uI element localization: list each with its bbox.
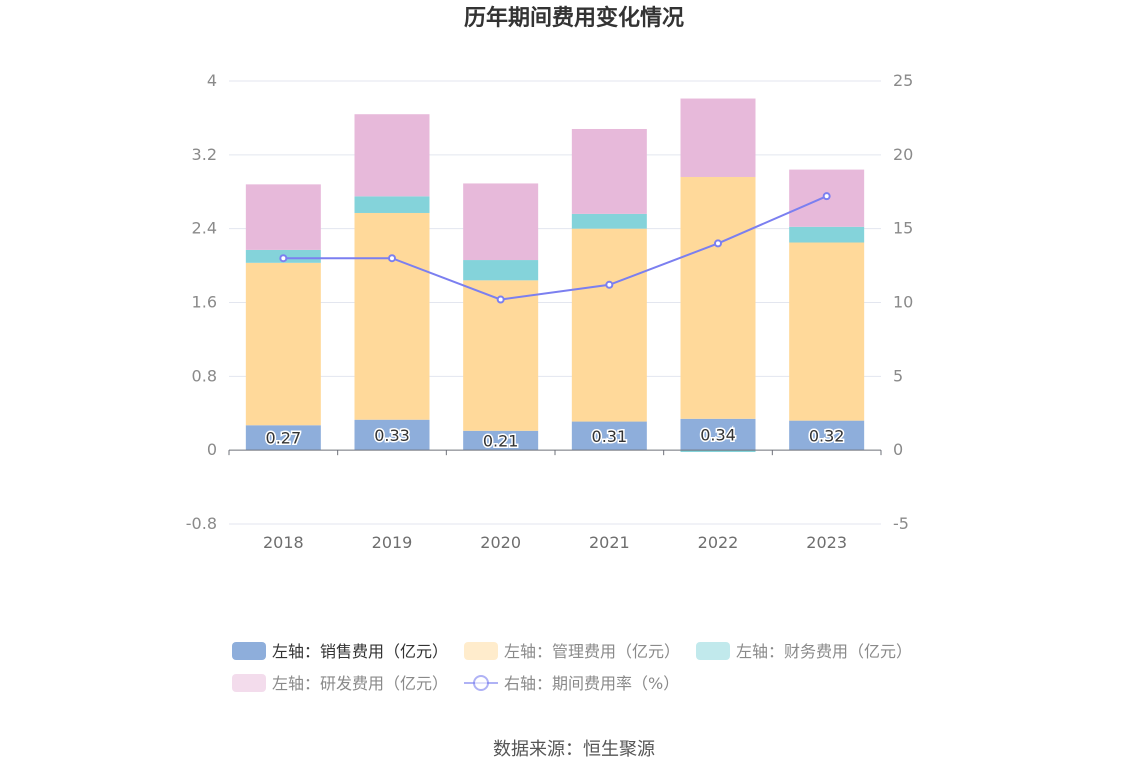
legend-label: 左轴：销售费用（亿元） xyxy=(272,642,448,661)
rate-line-path xyxy=(283,195,828,301)
rate-point xyxy=(496,295,505,304)
chart-title: 历年期间费用变化情况 xyxy=(464,5,684,31)
bar-segment xyxy=(245,184,321,250)
bar-segment xyxy=(571,128,647,214)
left-tick-label: 3.2 xyxy=(192,145,217,164)
bar-segment xyxy=(354,114,430,197)
bar-segment xyxy=(354,419,430,451)
bar-segment xyxy=(680,418,756,451)
bars xyxy=(245,98,865,453)
left-tick-label: 0.8 xyxy=(192,366,217,385)
bar-segment xyxy=(680,98,756,177)
data-labels: 0.27 0.33 0.21 0.31 0.34 0.32 xyxy=(264,424,846,452)
x-tick-label: 2018 xyxy=(263,533,304,552)
data-label: 0.31 xyxy=(592,427,628,446)
rate-point xyxy=(822,192,831,201)
data-label: 0.33 xyxy=(374,426,410,445)
bar-segment xyxy=(789,226,865,243)
bar-segment xyxy=(571,228,647,422)
rate-point xyxy=(279,254,288,263)
left-tick-label: 0 xyxy=(207,440,217,459)
legend-label: 左轴：管理费用（亿元） xyxy=(504,642,680,661)
x-tick-label: 2023 xyxy=(806,533,847,552)
bar-segment xyxy=(789,420,865,451)
x-tick-label: 2020 xyxy=(480,533,521,552)
bar-segment xyxy=(680,176,756,419)
legend[interactable]: 左轴：销售费用（亿元） 左轴：管理费用（亿元） 左轴：财务费用（亿元） 左轴：研发费用… xyxy=(232,642,912,693)
x-axis: 2018 2019 2020 2021 2022 2023 xyxy=(228,450,882,552)
rate-point xyxy=(605,280,614,289)
legend-item[interactable]: 左轴：管理费用（亿元） xyxy=(464,642,680,661)
data-label: 0.21 xyxy=(483,431,519,450)
right-axis: -5 0 5 10 15 20 25 xyxy=(893,71,913,533)
bar-segment xyxy=(789,242,865,421)
legend-item[interactable]: 左轴：研发费用（亿元） xyxy=(232,674,448,693)
legend-label: 右轴：期间费用率（%） xyxy=(504,674,679,693)
legend-swatch xyxy=(464,642,498,660)
legend-swatch xyxy=(232,674,266,692)
bar-segment xyxy=(571,213,647,229)
bar-segment xyxy=(245,262,321,426)
legend-swatch xyxy=(232,642,266,660)
legend-swatch xyxy=(696,642,730,660)
x-tick-label: 2022 xyxy=(698,533,739,552)
right-tick-label: 25 xyxy=(893,71,913,90)
legend-item[interactable]: 左轴：财务费用（亿元） xyxy=(696,642,912,661)
bar-segment xyxy=(463,430,539,451)
right-tick-label: 5 xyxy=(893,366,903,385)
legend-item[interactable]: 左轴：销售费用（亿元） xyxy=(232,642,448,661)
left-tick-label: 2.4 xyxy=(192,219,217,238)
right-tick-label: 0 xyxy=(893,440,903,459)
bar-segment xyxy=(354,212,430,420)
left-axis: -0.8 0 0.8 1.6 2.4 3.2 4 xyxy=(186,71,217,533)
legend-label: 左轴：财务费用（亿元） xyxy=(736,642,912,661)
legend-marker-icon xyxy=(473,675,489,691)
bar-segment xyxy=(571,421,647,451)
rate-point xyxy=(388,254,396,263)
x-tick-label: 2021 xyxy=(589,533,630,552)
legend-label: 左轴：研发费用（亿元） xyxy=(272,674,448,693)
legend-item[interactable]: 右轴：期间费用率（%） xyxy=(464,674,679,693)
right-tick-label: 20 xyxy=(893,145,913,164)
right-tick-label: 10 xyxy=(893,293,913,312)
left-tick-label: 4 xyxy=(207,71,217,90)
data-label: 0.34 xyxy=(700,425,736,444)
bar-segment xyxy=(463,260,539,281)
left-tick-label: -0.8 xyxy=(186,514,217,533)
left-tick-label: 1.6 xyxy=(192,293,217,312)
bar-segment xyxy=(463,280,539,431)
rate-line xyxy=(279,192,831,304)
source-note: 数据来源：恒生聚源 xyxy=(493,739,655,760)
right-tick-label: 15 xyxy=(893,219,913,238)
right-tick-label: -5 xyxy=(893,514,909,533)
grid xyxy=(229,80,881,525)
bar-segment xyxy=(463,183,539,261)
bar-segment xyxy=(354,196,430,213)
rate-point xyxy=(714,239,722,248)
data-label: 0.27 xyxy=(266,429,302,448)
bar-segment xyxy=(680,450,756,453)
data-label: 0.32 xyxy=(809,426,845,445)
x-tick-label: 2019 xyxy=(372,533,413,552)
bar-segment xyxy=(245,425,321,451)
